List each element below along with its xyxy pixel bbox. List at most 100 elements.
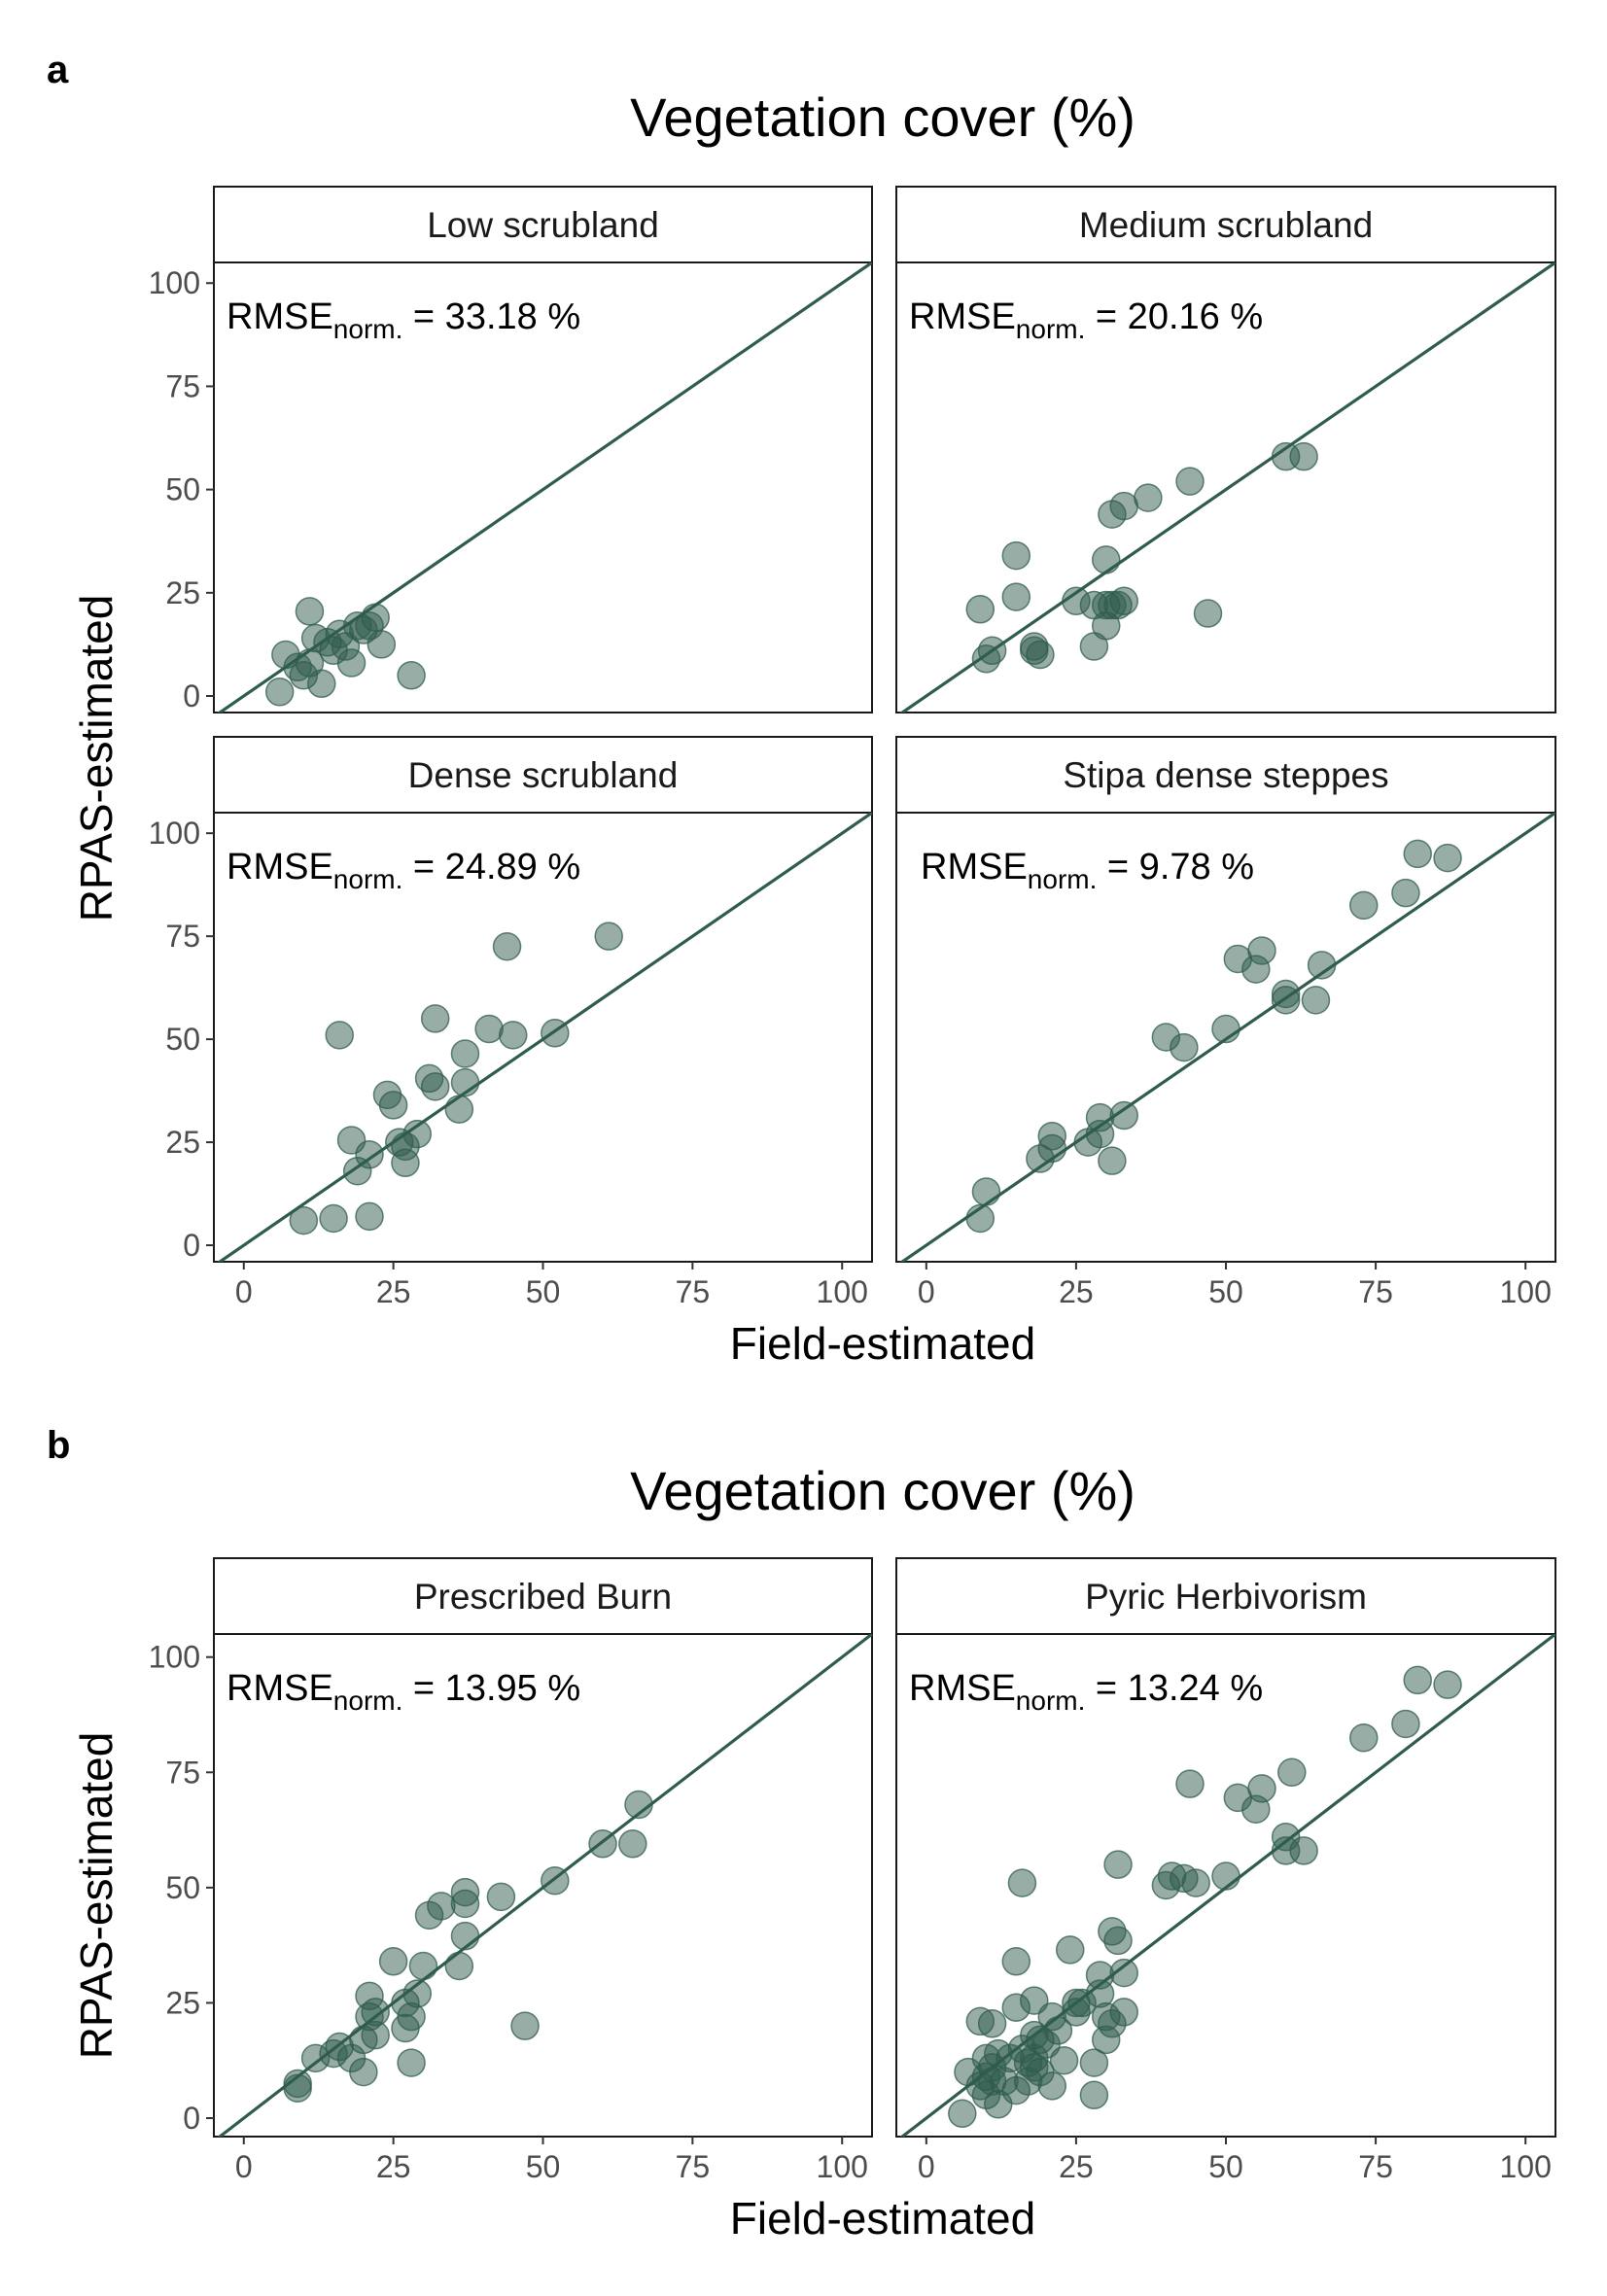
data-point — [1349, 890, 1379, 921]
x-tick-label: 25 — [1059, 2149, 1094, 2184]
data-point — [420, 1072, 450, 1101]
data-point — [1433, 1670, 1462, 1699]
data-point — [1103, 1850, 1133, 1879]
data-point — [1247, 1774, 1276, 1803]
data-point — [1289, 1836, 1318, 1865]
data-point — [1134, 483, 1163, 512]
x-tick-label: 100 — [1499, 1274, 1551, 1309]
panel-a-y-axis-label: RPAS-estimated — [71, 595, 122, 922]
rmse-label: RMSE — [227, 296, 333, 337]
rmse-subscript: norm. — [1016, 1686, 1086, 1716]
data-point — [319, 1203, 348, 1234]
x-tick-label: 0 — [235, 2149, 253, 2184]
data-point — [1433, 843, 1462, 873]
data-point — [264, 678, 295, 707]
x-tick-label: 50 — [526, 1274, 561, 1309]
points — [283, 1790, 653, 2103]
y-tick-label: 75 — [165, 919, 200, 954]
points — [965, 839, 1462, 1234]
data-point — [402, 1979, 433, 2008]
rmse-value: = 13.24 % — [1085, 1668, 1263, 1709]
data-point — [1049, 2045, 1079, 2075]
x-tick-label: 50 — [1208, 2149, 1243, 2184]
y-tick-label: 100 — [149, 1640, 200, 1675]
data-point — [450, 1921, 480, 1951]
data-point — [1181, 1868, 1210, 1897]
y-tick-label: 50 — [165, 1870, 200, 1905]
rmse-annotation: RMSEnorm. = 24.89 % — [227, 847, 580, 894]
data-point — [1349, 1722, 1379, 1753]
rmse-annotation: RMSEnorm. = 13.95 % — [227, 1668, 580, 1716]
data-point — [588, 1829, 617, 1859]
y-tick-label: 75 — [165, 368, 200, 403]
data-point — [1026, 640, 1055, 670]
data-point — [1109, 1958, 1138, 1988]
data-point — [444, 1095, 474, 1124]
x-tick-label: 25 — [376, 1274, 411, 1309]
facet-pyric-herbivorism: Pyric Herbivorism RMSEnorm. = 13.24 % 0 25 5… — [895, 1557, 1556, 2184]
data-point — [1211, 1861, 1240, 1891]
data-point — [1109, 1100, 1138, 1131]
data-point — [349, 2057, 378, 2087]
data-point — [367, 630, 397, 659]
data-point — [1098, 1146, 1127, 1175]
y-tick-label: 0 — [183, 678, 200, 713]
y-tick-label: 0 — [183, 2101, 200, 2136]
data-point — [541, 1019, 570, 1048]
data-point — [1001, 1947, 1031, 1976]
data-point — [420, 1004, 450, 1033]
rmse-value: = 9.78 % — [1097, 847, 1254, 887]
data-point — [1403, 1665, 1432, 1695]
data-point — [1301, 986, 1331, 1015]
data-point — [397, 661, 426, 690]
x-tick-label: 0 — [918, 2149, 935, 2184]
data-point — [1109, 586, 1138, 616]
data-point — [1175, 467, 1205, 496]
panel-b-x-axis-label: Field-estimated — [730, 2193, 1035, 2244]
facet-stipa-dense-steppes: Stipa dense steppes RMSEnorm. = 9.78 % 0 25… — [895, 736, 1556, 1309]
rmse-label: RMSE — [909, 296, 1016, 337]
data-point — [498, 1021, 528, 1050]
rmse-subscript: norm. — [1028, 864, 1098, 894]
facet-strip — [895, 1557, 1556, 1635]
data-point — [965, 1203, 996, 1234]
rmse-label: RMSE — [227, 1668, 333, 1709]
facet-strip — [213, 736, 873, 814]
x-tick-label: 75 — [1358, 1274, 1393, 1309]
data-point — [397, 2048, 426, 2077]
points — [948, 1665, 1462, 2129]
data-point — [1085, 1102, 1115, 1132]
rmse-subscript: norm. — [333, 1686, 403, 1716]
data-point — [1175, 1769, 1205, 1798]
data-point — [1085, 1961, 1115, 1990]
rmse-subscript: norm. — [1016, 314, 1086, 344]
data-point — [977, 2009, 1007, 2038]
data-point — [408, 1951, 438, 1981]
data-point — [1109, 1998, 1138, 2027]
rmse-label: RMSE — [909, 1668, 1016, 1709]
facet-low-scrubland: Low scrubland RMSEnorm. = 33.18 % 0 25 50 75 1… — [149, 186, 873, 713]
rmse-value: = 33.18 % — [402, 296, 580, 337]
facet-prescribed-burn: Prescribed Burn RMSEnorm. = 13.95 % 0 25 50 7… — [149, 1557, 873, 2184]
data-point — [1020, 1986, 1049, 2015]
y-tick-label: 75 — [165, 1755, 200, 1790]
data-point — [1055, 1935, 1085, 1965]
data-point — [283, 2069, 312, 2099]
x-tick-label: 75 — [676, 1274, 711, 1309]
x-tick-label: 25 — [1059, 1274, 1094, 1309]
data-point — [1001, 582, 1031, 611]
data-point — [325, 1021, 354, 1050]
points — [264, 597, 426, 707]
data-point — [355, 1140, 384, 1169]
data-point — [1091, 545, 1121, 574]
data-point — [486, 1882, 516, 1912]
data-point — [295, 597, 325, 626]
data-point — [541, 1866, 570, 1896]
y-tick-label: 25 — [165, 1125, 200, 1160]
data-point — [307, 669, 336, 699]
facet-strip-label: Low scrubland — [427, 205, 659, 245]
facet-strip — [213, 1557, 873, 1635]
facet-medium-scrubland: Medium scrubland RMSEnorm. = 20.16 % — [895, 186, 1556, 713]
y-tick-label: 0 — [183, 1228, 200, 1263]
data-point — [378, 1091, 408, 1120]
